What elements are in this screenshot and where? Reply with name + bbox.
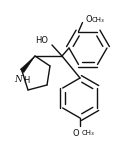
Text: O: O <box>73 129 79 138</box>
Text: H: H <box>23 75 29 84</box>
Text: CH₃: CH₃ <box>82 130 94 136</box>
Text: CH₃: CH₃ <box>91 17 104 22</box>
Text: N: N <box>14 75 22 84</box>
Text: HO: HO <box>35 35 49 45</box>
Polygon shape <box>20 56 35 73</box>
Text: O: O <box>86 15 92 24</box>
